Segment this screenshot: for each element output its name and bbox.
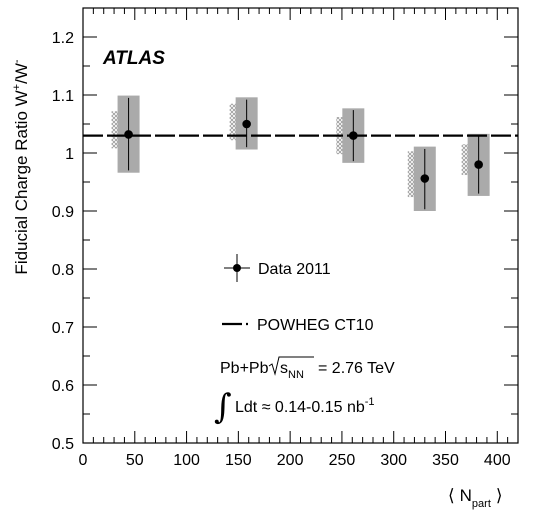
legend-data: Data 2011	[224, 254, 331, 282]
x-tick-label: 0	[79, 452, 88, 469]
sys-hatch-box	[461, 144, 471, 176]
sys-hatch-box	[229, 103, 239, 141]
svg-text:= 2.76 TeV: = 2.76 TeV	[318, 360, 395, 377]
x-tick-label: 350	[432, 452, 459, 469]
luminosity-annotation: ∫ Ldt ≈ 0.14-0.15 nb-1	[214, 387, 375, 427]
x-tick-label: 100	[173, 452, 200, 469]
ticks-layer: 0 50 100 150 200 250 300 350 400 0.5 0.6 0.7 0.8 0.9 1…	[52, 7, 519, 469]
data-point	[124, 130, 133, 139]
integral-symbol: ∫	[214, 387, 232, 427]
y-axis-label: Fiducial Charge Ratio W+/W-	[11, 59, 31, 274]
x-tick-label: 250	[329, 452, 356, 469]
data-point	[474, 160, 483, 169]
y-tick-label: 0.5	[52, 436, 74, 453]
x-tick-label: 50	[126, 452, 144, 469]
data-layer	[83, 95, 518, 211]
svg-text:Pb+Pb: Pb+Pb	[220, 360, 269, 377]
data-point	[420, 174, 430, 183]
y-tick-label: 0.8	[52, 262, 74, 279]
y-tick-label: 1.2	[52, 30, 74, 47]
svg-text:sNN: sNN	[280, 360, 304, 381]
sqrt-symbol	[268, 356, 314, 376]
legend-powheg-label: POWHEG CT10	[257, 317, 374, 334]
data-point	[242, 119, 251, 129]
y-tick-label: 1.1	[52, 88, 74, 105]
x-tick-label: 200	[277, 452, 304, 469]
y-tick-label: 0.7	[52, 320, 74, 337]
x-axis-label: ⟨ Npart ⟩	[448, 486, 503, 510]
y-tick-label: 0.9	[52, 204, 74, 221]
legend-data-marker	[233, 264, 241, 272]
svg-text:Ldt ≈ 0.14-0.15 nb-1: Ldt ≈ 0.14-0.15 nb-1	[235, 396, 375, 416]
sys-hatch-box	[407, 151, 417, 198]
x-tick-label: 400	[484, 452, 511, 469]
x-tick-label: 300	[380, 452, 407, 469]
data-point	[349, 131, 358, 140]
legend-data-label: Data 2011	[258, 261, 331, 278]
sys-hatch-box	[111, 111, 121, 149]
legend-powheg: POWHEG CT10	[222, 317, 374, 334]
y-tick-label: 1	[65, 146, 74, 163]
x-tick-label: 150	[225, 452, 252, 469]
energy-annotation: Pb+Pb sNN = 2.76 TeV	[220, 356, 395, 381]
y-tick-label: 0.6	[52, 378, 74, 395]
experiment-label: ATLAS	[102, 48, 165, 69]
